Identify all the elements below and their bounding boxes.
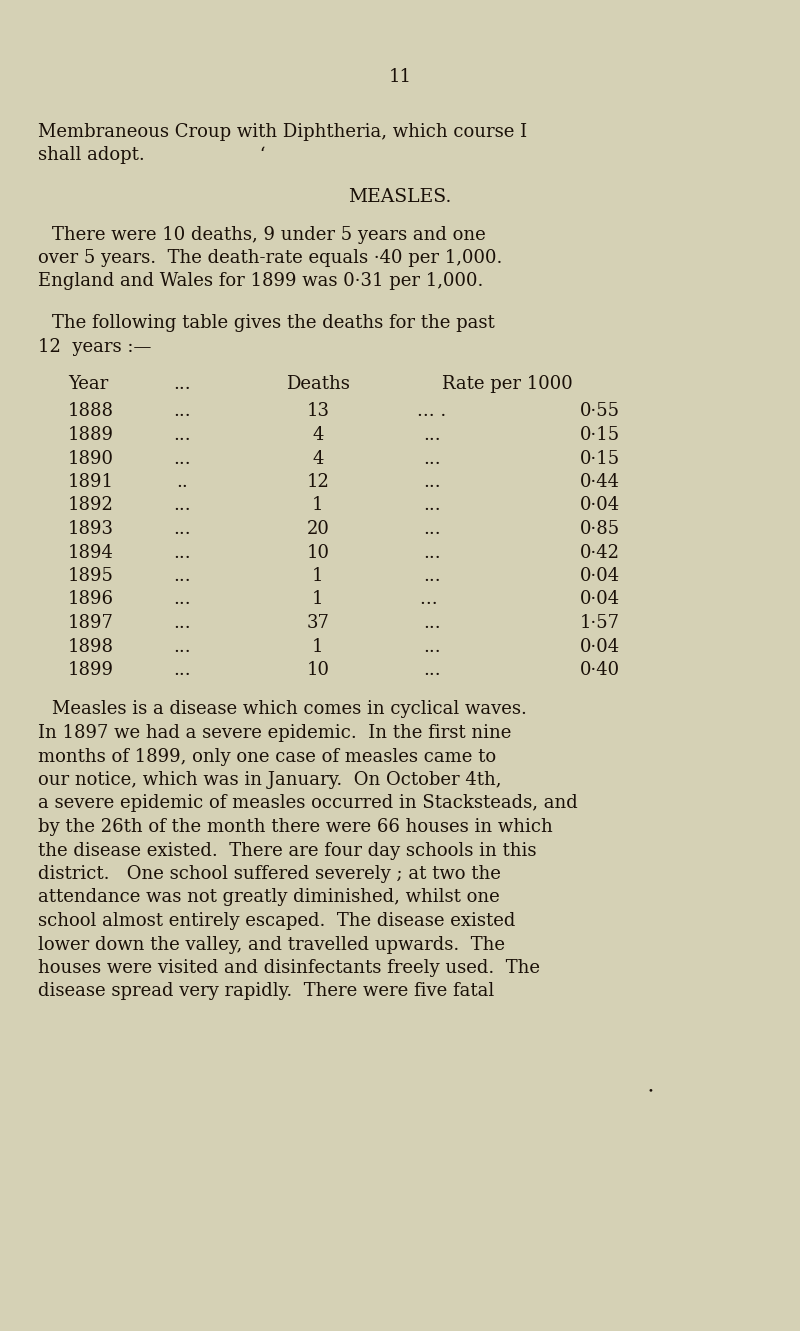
Text: ...: ... [423,638,441,655]
Text: ...: ... [423,473,441,491]
Text: Rate per 1000: Rate per 1000 [442,375,573,393]
Text: 1888: 1888 [68,402,114,421]
Text: ...: ... [173,520,191,538]
Text: 37: 37 [306,614,330,632]
Text: 12: 12 [306,473,330,491]
Text: 0·55: 0·55 [580,402,620,421]
Text: 0·85: 0·85 [580,520,620,538]
Text: disease spread very rapidly.  There were five fatal: disease spread very rapidly. There were … [38,982,494,1001]
Text: England and Wales for 1899 was 0·31 per 1,000.: England and Wales for 1899 was 0·31 per … [38,273,483,290]
Text: 1891: 1891 [68,473,114,491]
Text: 0·40: 0·40 [580,662,620,679]
Text: 1896: 1896 [68,591,114,608]
Text: ...: ... [173,375,191,393]
Text: In 1897 we had a severe epidemic.  In the first nine: In 1897 we had a severe epidemic. In the… [38,724,511,741]
Text: over 5 years.  The death-rate equals ·40 per 1,000.: over 5 years. The death-rate equals ·40 … [38,249,502,268]
Text: The following table gives the deaths for the past: The following table gives the deaths for… [52,314,494,331]
Text: school almost entirely escaped.  The disease existed: school almost entirely escaped. The dise… [38,912,515,930]
Text: 1898: 1898 [68,638,114,655]
Text: ...: ... [173,638,191,655]
Text: 0·04: 0·04 [580,567,620,586]
Text: a severe epidemic of measles occurred in Stacksteads, and: a severe epidemic of measles occurred in… [38,795,578,812]
Text: ...: ... [173,496,191,515]
Text: 4: 4 [312,426,324,445]
Text: ...: ... [173,662,191,679]
Text: ...: ... [173,450,191,467]
Text: 12  years :—: 12 years :— [38,338,151,355]
Text: 13: 13 [306,402,330,421]
Text: •: • [647,1086,653,1095]
Text: ...: ... [423,614,441,632]
Text: 10: 10 [306,662,330,679]
Text: ...: ... [423,543,441,562]
Text: attendance was not greatly diminished, whilst one: attendance was not greatly diminished, w… [38,889,500,906]
Text: MEASLES.: MEASLES. [348,188,452,206]
Text: ...: ... [423,520,441,538]
Text: ...: ... [423,662,441,679]
Text: 0·15: 0·15 [580,450,620,467]
Text: 1: 1 [312,638,324,655]
Text: 0·04: 0·04 [580,496,620,515]
Text: ...: ... [173,614,191,632]
Text: district.   One school suffered severely ; at two the: district. One school suffered severely ;… [38,865,501,882]
Text: Membraneous Croup with Diphtheria, which course I: Membraneous Croup with Diphtheria, which… [38,122,527,141]
Text: 1889: 1889 [68,426,114,445]
Text: the disease existed.  There are four day schools in this: the disease existed. There are four day … [38,841,537,860]
Text: 1894: 1894 [68,543,114,562]
Text: our notice, which was in January.  On October 4th,: our notice, which was in January. On Oct… [38,771,502,789]
Text: 0·04: 0·04 [580,638,620,655]
Text: 11: 11 [389,68,411,87]
Text: Year: Year [68,375,108,393]
Text: ...: ... [423,496,441,515]
Text: 1890: 1890 [68,450,114,467]
Text: ... .: ... . [418,402,446,421]
Text: 1897: 1897 [68,614,114,632]
Text: 0·04: 0·04 [580,591,620,608]
Text: ...: ... [173,426,191,445]
Text: houses were visited and disinfectants freely used.  The: houses were visited and disinfectants fr… [38,960,540,977]
Text: shall adopt.                    ‘: shall adopt. ‘ [38,146,266,165]
Text: 0·44: 0·44 [580,473,620,491]
Text: There were 10 deaths, 9 under 5 years and one: There were 10 deaths, 9 under 5 years an… [52,225,486,244]
Text: Deaths: Deaths [286,375,350,393]
Text: 1895: 1895 [68,567,114,586]
Text: ...: ... [420,591,444,608]
Text: 1: 1 [312,567,324,586]
Text: 1: 1 [312,496,324,515]
Text: 4: 4 [312,450,324,467]
Text: months of 1899, only one case of measles came to: months of 1899, only one case of measles… [38,748,496,765]
Text: 1·57: 1·57 [580,614,620,632]
Text: 1: 1 [312,591,324,608]
Text: ...: ... [173,543,191,562]
Text: ...: ... [173,402,191,421]
Text: ...: ... [173,591,191,608]
Text: ...: ... [423,450,441,467]
Text: by the 26th of the month there were 66 houses in which: by the 26th of the month there were 66 h… [38,819,553,836]
Text: 1899: 1899 [68,662,114,679]
Text: 0·15: 0·15 [580,426,620,445]
Text: ...: ... [423,426,441,445]
Text: ...: ... [423,567,441,586]
Text: 20: 20 [306,520,330,538]
Text: 1892: 1892 [68,496,114,515]
Text: lower down the valley, and travelled upwards.  The: lower down the valley, and travelled upw… [38,936,505,953]
Text: 0·42: 0·42 [580,543,620,562]
Text: ...: ... [173,567,191,586]
Text: ..: .. [176,473,188,491]
Text: Measles is a disease which comes in cyclical waves.: Measles is a disease which comes in cycl… [52,700,527,719]
Text: 1893: 1893 [68,520,114,538]
Text: 10: 10 [306,543,330,562]
